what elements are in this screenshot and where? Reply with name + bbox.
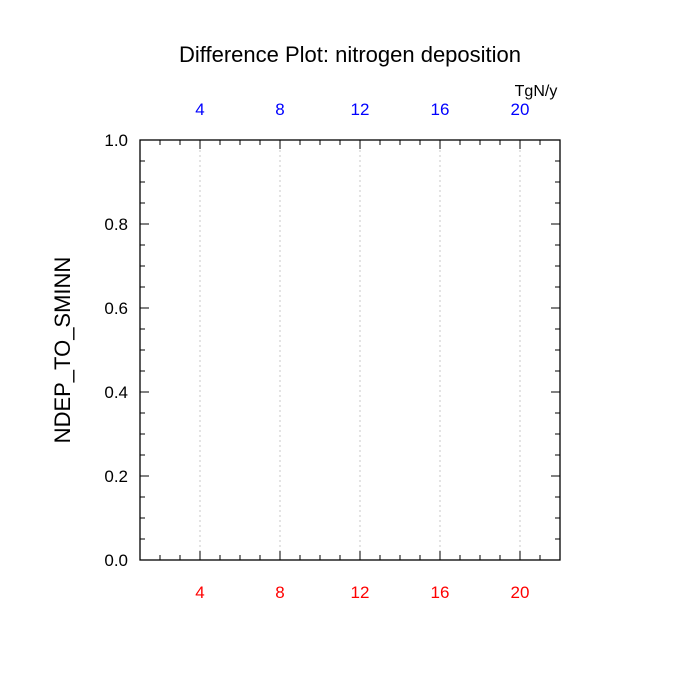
y-tick-label: 0.0 (104, 551, 128, 570)
x-tick-label-top: 20 (511, 100, 530, 119)
x-tick-label-top: 12 (351, 100, 370, 119)
x-tick-label-top: 8 (275, 100, 284, 119)
top-axis-unit-label: TgN/y (515, 83, 558, 100)
x-tick-label-bottom: 20 (511, 583, 530, 602)
x-tick-label-bottom: 16 (431, 583, 450, 602)
y-tick-label: 1.0 (104, 131, 128, 150)
x-tick-label-bottom: 12 (351, 583, 370, 602)
y-tick-label: 0.8 (104, 215, 128, 234)
tick-layer (139, 139, 561, 561)
x-tick-label-top: 4 (195, 100, 204, 119)
y-axis-title: NDEP_TO_SMINN (50, 257, 75, 444)
x-tick-label-top: 16 (431, 100, 450, 119)
y-tick-label: 0.2 (104, 467, 128, 486)
label-layer: 4 4 8 8 12 12 16 16 20 20 0.0 0.2 0.4 0.6 0.8 1.0 (104, 100, 529, 602)
y-tick-label: 0.4 (104, 383, 128, 402)
y-tick-label: 0.6 (104, 299, 128, 318)
plot-frame (139, 139, 561, 561)
x-tick-label-bottom: 8 (275, 583, 284, 602)
grid-layer (199, 140, 521, 560)
x-tick-label-bottom: 4 (195, 583, 204, 602)
chart-title: Difference Plot: nitrogen deposition (179, 42, 521, 67)
